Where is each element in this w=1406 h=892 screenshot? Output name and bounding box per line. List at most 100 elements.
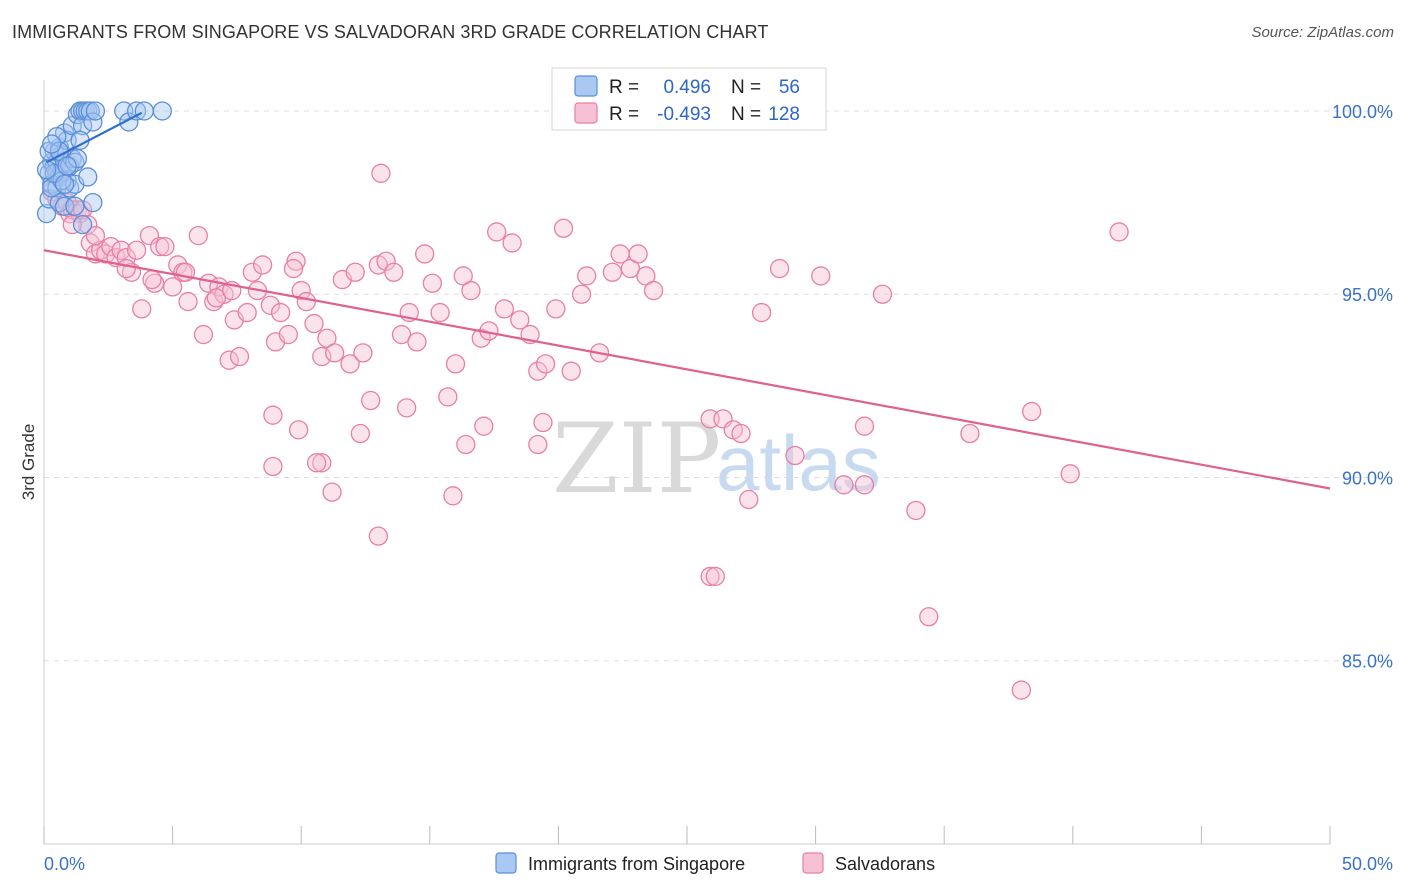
data-point <box>643 280 664 301</box>
legend: R = 0.496 N = 56 R = -0.493 N = 128 <box>551 67 827 131</box>
trend-lines <box>43 111 1331 490</box>
data-point <box>438 387 458 407</box>
data-point <box>126 240 147 260</box>
data-point <box>854 416 875 436</box>
data-point <box>391 324 412 345</box>
data-point <box>101 236 121 257</box>
data-point <box>535 354 556 374</box>
data-point <box>263 456 283 477</box>
data-point <box>78 214 98 235</box>
data-point <box>960 423 980 444</box>
data-point <box>229 346 250 367</box>
data-point <box>263 405 283 425</box>
data-point <box>577 266 597 286</box>
data-point <box>474 416 494 436</box>
data-point <box>42 134 62 154</box>
data-point <box>471 328 491 348</box>
legend-n-value-2: 128 <box>768 104 800 125</box>
data-point <box>237 302 257 323</box>
bottom-legend-salvadorans: Salvadorans <box>835 854 935 874</box>
data-point <box>546 299 566 319</box>
data-point <box>461 280 481 301</box>
y-tick-label: 85.0% <box>1342 652 1393 672</box>
trend-line-singapore <box>46 111 143 164</box>
x-ticks <box>43 826 1331 844</box>
data-point <box>628 244 648 264</box>
data-point <box>90 240 111 260</box>
data-point <box>769 258 790 279</box>
legend-r-label-2: R = <box>609 104 639 125</box>
data-point <box>155 236 175 257</box>
data-point <box>1011 680 1032 700</box>
x-tick-label-min: 0.0% <box>44 854 85 874</box>
bottom-legend-swatch-singapore <box>495 852 517 874</box>
data-point <box>430 302 450 323</box>
data-point <box>353 343 373 363</box>
data-point <box>188 225 208 246</box>
data-point <box>260 295 280 315</box>
data-point <box>132 299 152 319</box>
bottom-legend-singapore: Immigrants from Singapore <box>528 854 745 874</box>
data-point <box>571 284 592 304</box>
data-point <box>219 350 239 370</box>
data-point <box>67 148 88 169</box>
data-point <box>150 236 170 257</box>
data-point <box>561 361 581 381</box>
data-point <box>502 233 522 253</box>
data-point <box>445 354 466 374</box>
data-point <box>54 174 75 194</box>
data-point <box>306 453 327 473</box>
legend-r-label-1: R = <box>609 77 639 98</box>
salvadorans-points <box>42 101 1129 700</box>
data-point <box>78 167 98 187</box>
data-point <box>919 607 939 627</box>
data-point <box>360 390 381 411</box>
data-point <box>397 398 417 418</box>
data-point <box>324 343 345 363</box>
data-point <box>371 163 391 183</box>
chart-title: IMMIGRANTS FROM SINGAPORE VS SALVADORAN … <box>12 22 769 42</box>
data-point <box>85 225 106 246</box>
y-tick-label: 95.0% <box>1342 285 1393 305</box>
data-point <box>304 313 324 334</box>
data-point <box>162 277 183 297</box>
x-tick-label-max: 50.0% <box>1342 854 1393 874</box>
data-point <box>528 434 548 455</box>
data-point <box>193 324 214 345</box>
data-point <box>283 258 304 279</box>
data-point <box>731 423 751 444</box>
data-point <box>528 361 548 381</box>
data-point <box>553 218 574 238</box>
y-tick-labels: 100.0% 95.0% 90.0% 85.0% <box>1332 102 1393 672</box>
data-point <box>854 475 875 495</box>
legend-n-value-1: 56 <box>779 77 800 98</box>
data-point <box>422 273 443 293</box>
data-point <box>533 412 553 433</box>
y-axis-title: 3rd Grade <box>19 424 38 501</box>
data-point <box>312 453 332 473</box>
data-point <box>152 101 172 121</box>
data-point <box>345 262 365 282</box>
legend-swatch-singapore <box>574 75 598 97</box>
data-point <box>510 310 530 330</box>
data-point <box>278 324 298 345</box>
watermark-zip: ZIP <box>552 403 721 515</box>
legend-box <box>551 67 827 131</box>
source-label: Source: ZipAtlas.com <box>1251 24 1394 41</box>
legend-swatch-salvadorans <box>574 102 598 124</box>
data-point <box>116 258 136 279</box>
data-point <box>751 302 772 323</box>
bottom-legend-swatch-salvadorans <box>802 852 824 874</box>
data-point <box>785 445 805 466</box>
data-point <box>494 299 515 319</box>
data-point <box>487 222 507 242</box>
data-point <box>291 280 311 301</box>
data-point <box>350 423 371 444</box>
data-point <box>1060 464 1080 484</box>
data-point <box>456 434 476 455</box>
legend-r-value-2: -0.493 <box>657 104 711 125</box>
data-point <box>384 262 404 282</box>
data-point <box>62 214 82 235</box>
data-point <box>85 101 106 121</box>
data-point <box>206 288 226 308</box>
